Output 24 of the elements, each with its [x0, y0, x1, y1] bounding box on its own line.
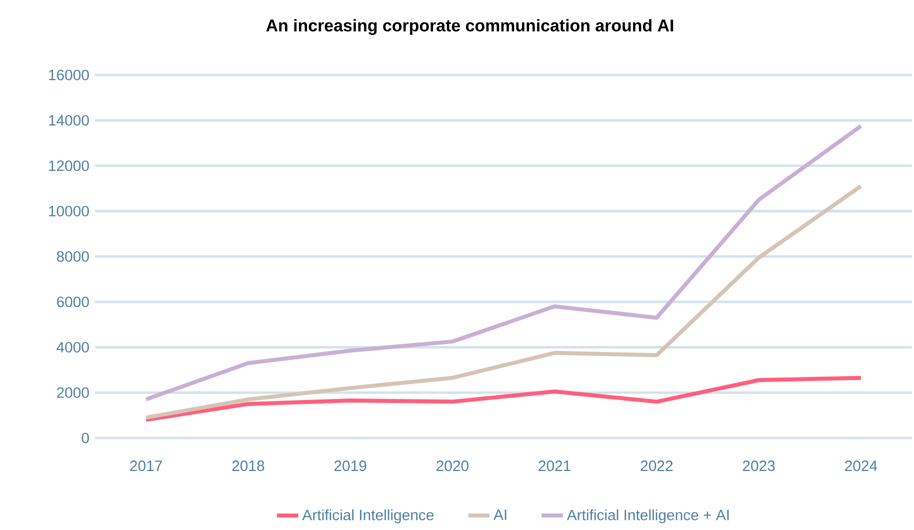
x-tick-label: 2021 — [538, 460, 570, 472]
x-tick-label: 2022 — [640, 460, 673, 472]
x-tick-label: 2017 — [130, 460, 162, 472]
legend-label: Artificial Intelligence + AI — [566, 509, 729, 524]
y-tick-label: 10000 — [49, 206, 89, 216]
legend-label: AI — [494, 510, 506, 520]
legend-label: Artificial Intelligence — [302, 509, 434, 524]
y-tick-label: 4000 — [56, 342, 89, 353]
x-tick-label: 2024 — [845, 460, 878, 472]
y-tick-label: 0 — [82, 432, 89, 444]
chart-title: An increasing corporate communication around AI — [266, 19, 674, 35]
y-tick-label: 8000 — [56, 251, 89, 262]
x-tick-label: 2019 — [334, 460, 366, 472]
y-tick-label: 16000 — [49, 70, 89, 80]
line-series — [144, 376, 863, 422]
y-tick-label: 14000 — [49, 115, 89, 126]
line-series — [144, 124, 863, 402]
y-tick-label: 6000 — [57, 296, 89, 308]
line-series — [144, 184, 863, 420]
x-tick-label: 2018 — [232, 460, 264, 472]
y-tick-label: 2000 — [56, 387, 89, 398]
y-tick-label: 12000 — [49, 160, 89, 172]
x-tick-label: 2020 — [436, 460, 468, 472]
x-tick-label: 2023 — [742, 460, 775, 472]
